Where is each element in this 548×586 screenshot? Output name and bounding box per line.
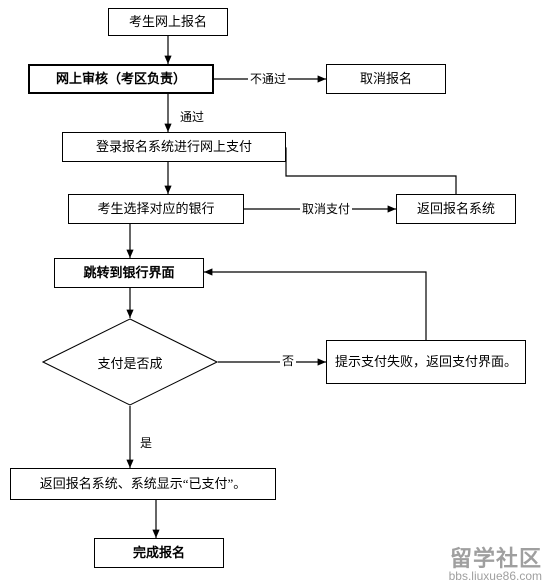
edge-label-2: 通过 bbox=[178, 108, 206, 125]
node-decision: 支付是否成 bbox=[42, 318, 218, 406]
edge-label-4: 取消支付 bbox=[300, 200, 352, 217]
node-audit: 网上审核（考区负责） bbox=[28, 64, 214, 94]
edge-label-10: 是 bbox=[138, 434, 154, 451]
watermark: 留学社区 bbs.liuxue86.com bbox=[449, 548, 542, 582]
node-label: 支付是否成 bbox=[97, 353, 162, 372]
node-label: 网上审核（考区负责） bbox=[56, 71, 186, 88]
node-label: 登录报名系统进行网上支付 bbox=[96, 139, 252, 156]
node-label: 提示支付失败，返回支付界面。 bbox=[335, 354, 517, 371]
watermark-url: bbs.liuxue86.com bbox=[449, 570, 542, 582]
node-login-pay: 登录报名系统进行网上支付 bbox=[62, 132, 286, 162]
node-paid: 返回报名系统、系统显示“已支付”。 bbox=[10, 468, 276, 500]
node-register: 考生网上报名 bbox=[108, 8, 228, 36]
node-cancel: 取消报名 bbox=[326, 64, 446, 94]
flowchart-canvas: 考生网上报名 网上审核（考区负责） 取消报名 登录报名系统进行网上支付 考生选择… bbox=[0, 0, 548, 586]
node-label: 考生选择对应的银行 bbox=[97, 201, 214, 218]
node-label: 完成报名 bbox=[133, 545, 185, 562]
edge-9 bbox=[204, 272, 426, 340]
edge-label-8: 否 bbox=[280, 352, 296, 369]
node-bank-ui: 跳转到银行界面 bbox=[54, 258, 204, 288]
node-label: 返回报名系统 bbox=[417, 201, 495, 218]
node-label: 跳转到银行界面 bbox=[83, 265, 174, 282]
node-choose-bank: 考生选择对应的银行 bbox=[68, 194, 244, 224]
node-label: 返回报名系统、系统显示“已支付”。 bbox=[40, 476, 247, 493]
node-label: 考生网上报名 bbox=[129, 14, 207, 31]
node-back-to-system: 返回报名系统 bbox=[396, 194, 516, 224]
edge-label-1: 不通过 bbox=[248, 70, 288, 87]
watermark-title: 留学社区 bbox=[449, 548, 542, 570]
node-fail-tip: 提示支付失败，返回支付界面。 bbox=[326, 340, 526, 384]
node-done: 完成报名 bbox=[94, 538, 224, 568]
node-label: 取消报名 bbox=[360, 71, 412, 88]
